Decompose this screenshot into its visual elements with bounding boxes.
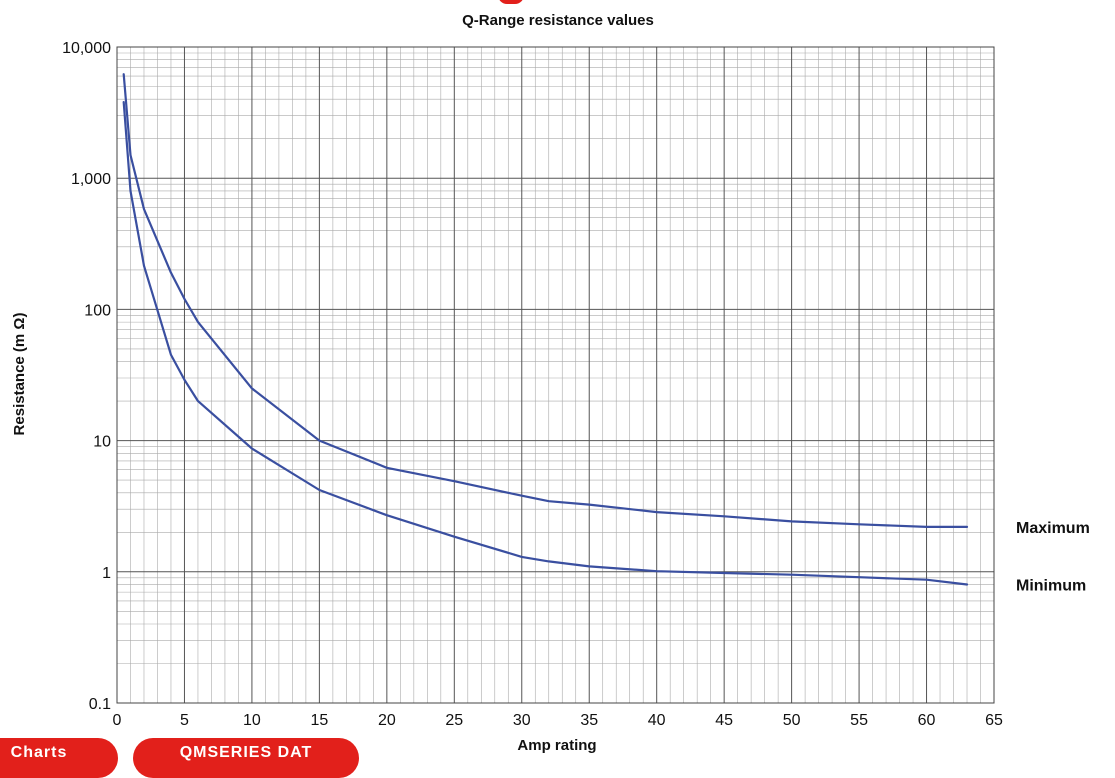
y-tick-label: 10	[93, 434, 111, 451]
x-tick-label: 10	[243, 712, 261, 729]
series-line-maximum	[122, 73, 969, 528]
x-tick-label: 30	[513, 712, 531, 729]
y-tick-label: 1	[102, 565, 111, 582]
x-axis-ticks: 0 5 10 15 20 25 30 35 40 45 50 55 60 65	[113, 712, 1003, 729]
series-label-maximum: Maximum	[1016, 520, 1090, 537]
x-tick-label: 35	[580, 712, 598, 729]
resistance-chart: Q-Range resistance values 0 5 10 15 20 25 30 35…	[11, 12, 1090, 754]
x-axis-label: Amp rating	[517, 737, 596, 754]
plot-frame	[116, 46, 995, 704]
y-axis-label: Resistance (m Ω)	[11, 313, 28, 436]
x-tick-label: 15	[310, 712, 328, 729]
chart-title: Q-Range resistance values	[462, 12, 654, 29]
x-tick-label: 5	[180, 712, 189, 729]
series-label-minimum: Minimum	[1016, 578, 1086, 595]
x-tick-label: 60	[918, 712, 936, 729]
x-tick-label: 65	[985, 712, 1003, 729]
y-tick-label: 1,000	[71, 171, 111, 188]
series-lines	[122, 73, 969, 586]
series-labels: Maximum Minimum	[1016, 520, 1090, 595]
y-tick-label: 10,000	[62, 40, 111, 57]
x-tick-label: 25	[445, 712, 463, 729]
x-tick-label: 50	[783, 712, 801, 729]
charts-tab-button[interactable]: Charts	[0, 738, 118, 778]
y-tick-label: 100	[84, 302, 111, 319]
x-tick-label: 55	[850, 712, 868, 729]
minor-grid	[117, 47, 994, 703]
x-tick-label: 0	[113, 712, 122, 729]
top-tab-marker	[498, 0, 524, 4]
x-tick-label: 20	[378, 712, 396, 729]
x-tick-label: 40	[648, 712, 666, 729]
y-axis-ticks: 0.1 1 10 100 1,000 10,000	[62, 40, 111, 713]
qmseries-data-tab-button[interactable]: QMSERIES DAT	[133, 738, 359, 778]
y-tick-label: 0.1	[89, 696, 111, 713]
x-tick-label: 45	[715, 712, 733, 729]
series-line-minimum	[122, 101, 969, 586]
major-grid	[116, 47, 995, 704]
